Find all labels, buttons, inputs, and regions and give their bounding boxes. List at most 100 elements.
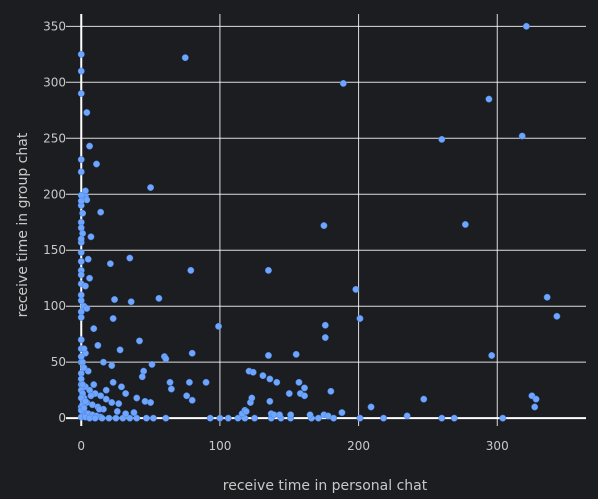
data-point [321,334,329,342]
data-point [138,373,146,381]
data-point [270,411,278,419]
data-point [380,414,387,422]
data-point [543,293,551,301]
data-point [77,291,85,299]
data-point [147,399,155,406]
x-tick-label: 200 [347,439,370,453]
y-tick-label: 350 [43,19,66,33]
y-tick-label: 50 [51,355,66,369]
data-point [83,304,91,312]
data-point [339,79,347,87]
data-point [234,414,242,422]
data-point [522,22,530,30]
data-point [108,399,116,406]
data-point [306,411,314,419]
data-point [87,233,95,241]
data-point [202,378,210,386]
x-tick-label: 100 [208,439,231,453]
data-point [149,414,157,422]
data-point [87,392,95,400]
data-point [420,395,428,403]
data-point [140,367,148,375]
data-point [301,384,308,392]
data-point [273,378,281,386]
data-point [108,362,116,369]
y-tick-label: 0 [58,411,66,425]
y-axis-title: receive time in group chat [15,132,31,317]
data-point [126,254,134,262]
data-point [133,394,141,402]
data-point [147,184,155,191]
y-tick-label: 200 [43,187,66,201]
data-point [314,414,322,422]
grid-layer [66,14,586,426]
data-point [115,400,123,408]
data-point [77,50,85,58]
data-point [249,368,257,376]
data-point [79,209,87,217]
data-point [77,271,85,279]
data-point [321,321,329,329]
y-tick-label: 100 [43,299,66,313]
data-point [167,385,175,393]
data-point [81,397,89,405]
data-point [242,407,250,415]
data-point [367,403,375,411]
data-point [77,353,85,361]
data-point [188,349,196,357]
data-point [84,255,92,263]
data-point [98,414,106,422]
data-point [86,386,94,394]
data-point [320,222,328,230]
data-point [86,274,94,282]
data-point [216,414,224,422]
data-point [248,394,256,402]
data-point [324,412,332,420]
data-point [403,412,411,420]
data-point [553,312,561,320]
data-point [77,375,85,383]
data-point [162,355,170,363]
data-point [79,229,87,237]
points-layer [77,22,561,422]
data-point [488,352,496,359]
data-point [90,325,98,333]
data-point [295,378,303,386]
data-point [130,409,138,417]
data-point [99,358,107,366]
data-point [97,208,105,216]
x-tick-label: 0 [77,439,85,453]
data-point [338,409,346,417]
data-point [86,142,94,150]
data-point [77,156,85,163]
data-point [77,197,85,205]
data-point [77,168,85,176]
data-point [166,378,174,386]
data-point [80,345,88,353]
x-tick-label: 300 [486,439,509,453]
data-point [122,410,130,418]
data-point [77,336,85,344]
data-point [352,285,360,293]
data-point [266,397,274,405]
data-point [90,381,98,389]
data-point [265,352,272,359]
data-point [183,392,191,400]
data-point [77,235,85,243]
data-point [81,282,89,290]
data-point [112,414,120,422]
data-point [80,364,88,372]
data-point [77,67,85,75]
data-point [292,350,300,358]
data-point [77,90,85,97]
data-point [438,135,446,143]
data-point [148,360,156,368]
data-point [136,337,143,345]
y-tick-labels: 0 50 100 150 200 250 300 350 [43,19,66,425]
data-point [126,414,134,422]
data-point [80,404,88,412]
data-point [79,358,87,366]
data-point [518,132,526,140]
data-point [438,414,446,422]
data-point [450,414,458,422]
